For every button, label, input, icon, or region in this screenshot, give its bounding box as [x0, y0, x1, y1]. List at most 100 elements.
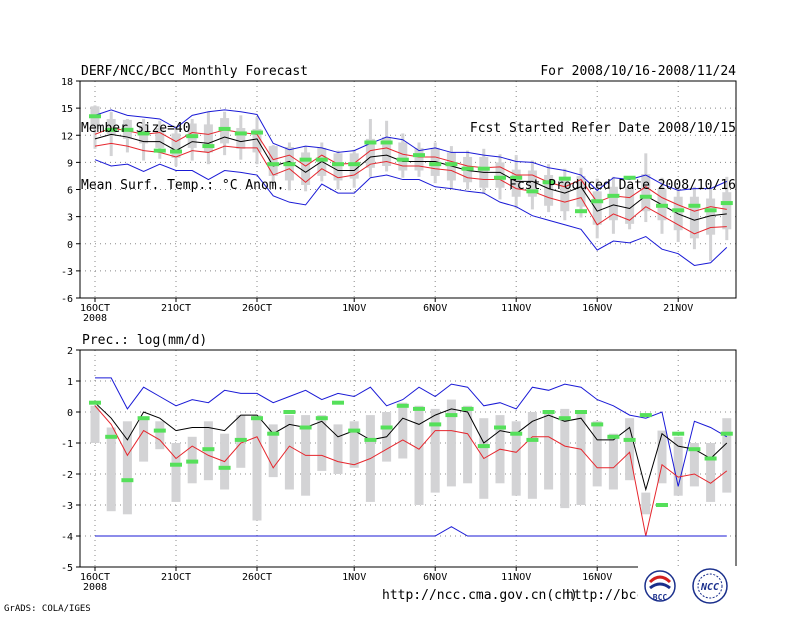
observed-mark	[542, 410, 555, 414]
box	[527, 170, 537, 197]
observed-mark	[672, 431, 685, 436]
temperature-panel: -6 -3 0 3 6 9 12 15 18 16OCT 21OCT 26OCT 1NOV 6NOV 11N…	[61, 77, 737, 324]
x-tick-label: 6NOV	[423, 572, 447, 583]
box	[90, 405, 100, 443]
member-size: Member Size=40	[81, 121, 191, 136]
observed-mark	[380, 140, 393, 145]
box	[576, 175, 586, 207]
observed-mark	[218, 126, 231, 131]
observed-mark	[299, 157, 312, 162]
box	[333, 424, 343, 474]
box	[625, 186, 635, 224]
start-date: Fcst Started Refer Date 2008/10/15	[469, 121, 736, 136]
x-tick-label: 26OCT	[242, 303, 272, 314]
series-upper	[94, 127, 727, 212]
observed-mark	[558, 176, 571, 181]
series-mean	[94, 133, 727, 221]
series-min	[94, 159, 728, 266]
box	[430, 408, 440, 493]
observed-mark	[510, 431, 523, 436]
observed-mark	[477, 166, 490, 171]
observed-mark	[688, 203, 701, 208]
header-right: For 2008/10/16-2008/11/24 Fcst Started R…	[470, 24, 736, 214]
bcc-url[interactable]: http://bcc.	[566, 588, 653, 603]
box	[398, 142, 408, 171]
series-max	[94, 109, 728, 192]
box	[527, 412, 537, 499]
box	[252, 415, 262, 521]
y-tick-label: 9	[67, 158, 73, 169]
observed-mark	[461, 166, 474, 171]
observed-mark	[429, 162, 442, 167]
box	[317, 415, 327, 471]
observed-mark	[720, 201, 733, 206]
svg-text:NCC: NCC	[700, 582, 719, 593]
precipitation-panel: -5 -4 -3 -2 -1 0 1 2 16OCT 21OCT 26OCT 1NOV 6NOV 11NO…	[61, 346, 737, 593]
y-tick-label: 18	[61, 77, 73, 88]
x-tick-label: 21NOV	[663, 303, 693, 314]
series-max	[95, 377, 728, 487]
y-tick-label: -1	[61, 439, 73, 450]
y-tick-label: -2	[61, 470, 73, 481]
box	[155, 421, 165, 450]
box	[365, 138, 375, 168]
grads-credit: GrADS: COLA/IGES	[4, 604, 91, 614]
box	[511, 169, 521, 197]
observed-mark	[137, 131, 150, 136]
box	[463, 405, 473, 484]
observed-mark	[315, 157, 328, 162]
observed-mark	[202, 447, 215, 452]
series-min	[95, 526, 727, 537]
box	[706, 443, 716, 502]
box	[689, 443, 699, 487]
x-tick-label: 26OCT	[242, 572, 272, 583]
observed-mark	[283, 162, 296, 167]
observed-mark	[445, 413, 458, 418]
produced-date: Fcst Produced Date 2008/10/16	[509, 178, 736, 193]
y-tick-label: 3	[67, 213, 73, 224]
box	[576, 412, 586, 505]
x-tick-label: 21OCT	[161, 303, 191, 314]
observed-mark	[234, 437, 247, 442]
observed-mark	[704, 456, 717, 461]
box	[641, 174, 651, 212]
observed-mark	[202, 144, 215, 149]
x-tick-label: 21OCT	[161, 572, 191, 583]
series-mean	[94, 402, 728, 492]
box	[171, 133, 181, 158]
box	[155, 128, 165, 148]
observed-mark	[170, 149, 182, 154]
y-tick-label: -3	[61, 501, 73, 512]
observed-mark	[477, 444, 490, 449]
observed-mark	[218, 465, 231, 470]
x-year-label: 2008	[83, 313, 107, 324]
observed-mark	[623, 175, 636, 180]
observed-mark	[413, 406, 425, 411]
observed-mark	[267, 431, 280, 436]
observed-mark	[105, 434, 118, 439]
box	[106, 118, 116, 135]
observed-mark	[137, 416, 150, 421]
x-tick-label: 16NOV	[582, 303, 612, 314]
observed-mark	[558, 416, 571, 421]
observed-mark	[494, 175, 506, 180]
box	[511, 421, 521, 496]
observed-mark	[639, 413, 652, 418]
observed-mark	[89, 114, 101, 119]
y-tick-label: 6	[67, 186, 73, 197]
box	[252, 128, 262, 153]
observed-mark	[526, 189, 539, 194]
observed-mark	[332, 162, 344, 167]
observed-mark	[510, 175, 523, 180]
observed-mark	[234, 131, 247, 136]
observed-mark	[494, 425, 506, 430]
box	[625, 418, 635, 481]
box	[122, 421, 132, 515]
box	[203, 124, 213, 153]
observed-mark	[89, 400, 101, 405]
box	[592, 191, 602, 225]
ncc-url[interactable]: http://ncc.cma.gov.cn(ch)	[382, 588, 578, 603]
observed-mark	[656, 503, 668, 507]
observed-mark	[623, 437, 636, 442]
